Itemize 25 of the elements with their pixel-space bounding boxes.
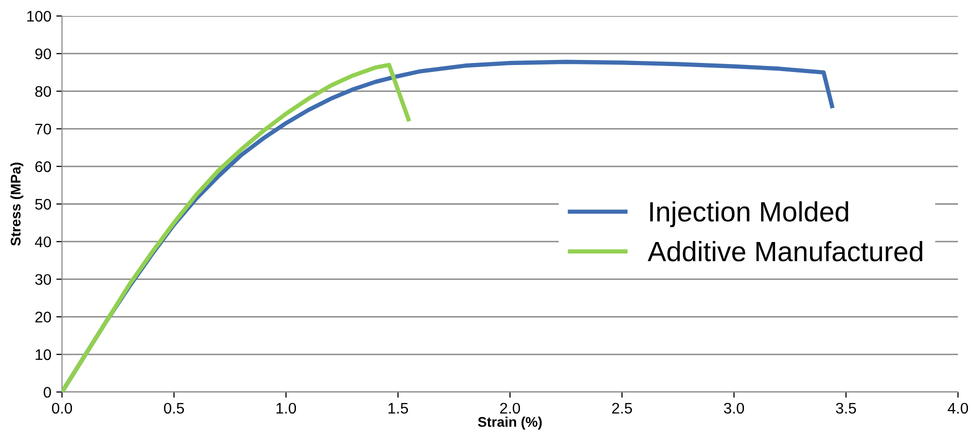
y-tick-label: 60	[35, 161, 51, 172]
x-tick-label: 3.0	[724, 402, 744, 414]
legend-label: Additive Manufactured	[648, 241, 922, 262]
legend-label: Injection Molded	[650, 201, 848, 228]
x-tick-label: 4.0	[948, 402, 968, 414]
x-tick-label: 2.0	[500, 402, 520, 414]
y-tick-label: 30	[35, 274, 51, 285]
y-tick-label: 10	[36, 349, 51, 360]
y-tick-label: 80	[35, 86, 51, 97]
y-tick-label: 0	[44, 386, 51, 398]
y-axis-title: Stress (MPa)	[10, 162, 24, 246]
y-tick-label: 100	[27, 10, 51, 22]
x-tick-label: 1.0	[276, 402, 296, 414]
y-tick-label: 50	[35, 198, 51, 210]
x-tick-label: 3.5	[836, 402, 856, 414]
line-series	[62, 62, 412, 392]
x-tick-label: 0.0	[52, 402, 72, 414]
y-tick-label: 40	[34, 236, 51, 248]
x-tick-label: 1.5	[388, 402, 408, 414]
y-tick-label: 70	[35, 124, 51, 134]
y-tick-label: 90	[35, 48, 51, 60]
x-tick-label: 0.5	[164, 402, 184, 414]
x-axis-title: Strain (%)	[478, 416, 542, 430]
x-tick-label: 2.5	[612, 402, 632, 414]
y-tick-label: 20	[35, 312, 51, 322]
